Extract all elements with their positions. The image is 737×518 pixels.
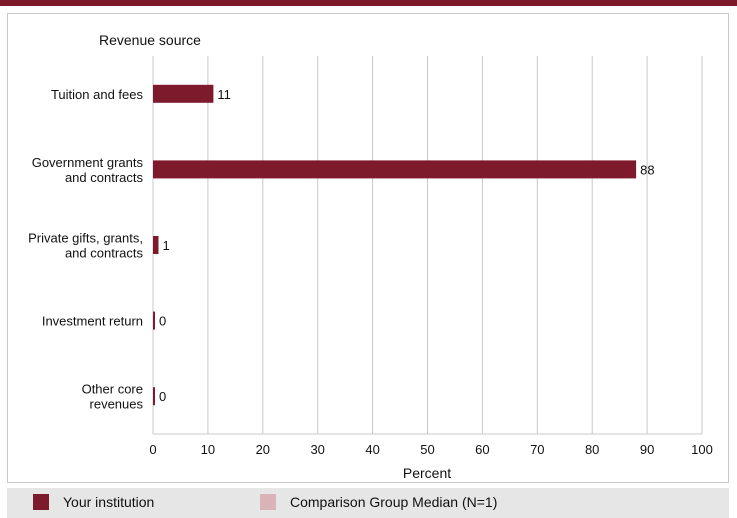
chart-title: Revenue source bbox=[99, 32, 201, 48]
x-tick-label: 90 bbox=[640, 442, 654, 457]
grid-layer bbox=[152, 56, 703, 435]
legend-swatch-your-institution bbox=[33, 494, 49, 510]
x-tick-label: 30 bbox=[310, 442, 324, 457]
bar-value-label: 11 bbox=[217, 87, 231, 102]
top-accent-rule bbox=[0, 0, 737, 6]
bar-value-label: 0 bbox=[159, 389, 166, 404]
bar-chart: Revenue source Tuition and fees 11 Governm… bbox=[28, 32, 713, 481]
category-label: Government grants and contracts bbox=[32, 155, 144, 185]
legend-swatch-comparison-median bbox=[260, 494, 276, 510]
x-tick-label: 0 bbox=[149, 442, 156, 457]
x-tick-label: 80 bbox=[585, 442, 599, 457]
chart-frame: Revenue source Tuition and fees 11 Governm… bbox=[7, 13, 729, 483]
x-tick-label: 60 bbox=[475, 442, 489, 457]
bar bbox=[153, 236, 159, 254]
x-tick-label: 70 bbox=[530, 442, 544, 457]
ticks-layer: 0 10 20 30 40 50 60 70 80 90 100 bbox=[149, 442, 712, 457]
legend-item-comparison-median: Comparison Group Median (N=1) bbox=[260, 494, 497, 510]
bar bbox=[153, 311, 155, 330]
bar-value-label: 0 bbox=[159, 314, 166, 329]
legend: Your institution Comparison Group Median… bbox=[7, 488, 729, 518]
legend-item-your-institution: Your institution bbox=[33, 494, 154, 510]
bar bbox=[153, 160, 637, 179]
bar bbox=[153, 387, 155, 406]
legend-label-comparison-median: Comparison Group Median (N=1) bbox=[290, 494, 498, 510]
bar-value-label: 88 bbox=[640, 162, 654, 177]
category-label: Investment return bbox=[42, 314, 143, 329]
x-tick-label: 10 bbox=[201, 442, 215, 457]
x-axis-label: Percent bbox=[403, 465, 451, 481]
legend-label-your-institution: Your institution bbox=[63, 494, 155, 510]
bar bbox=[153, 84, 214, 103]
labels-layer: Tuition and fees 11 Government grants and c… bbox=[28, 87, 654, 412]
bar-value-label: 1 bbox=[162, 238, 169, 253]
category-label: Other core revenues bbox=[82, 382, 144, 412]
x-tick-label: 100 bbox=[691, 442, 713, 457]
x-tick-label: 40 bbox=[365, 442, 379, 457]
x-tick-label: 20 bbox=[256, 442, 270, 457]
category-label: Tuition and fees bbox=[51, 87, 144, 102]
bars-layer bbox=[153, 84, 637, 406]
x-tick-label: 50 bbox=[420, 442, 434, 457]
category-label: Private gifts, grants, and contracts bbox=[28, 231, 143, 261]
